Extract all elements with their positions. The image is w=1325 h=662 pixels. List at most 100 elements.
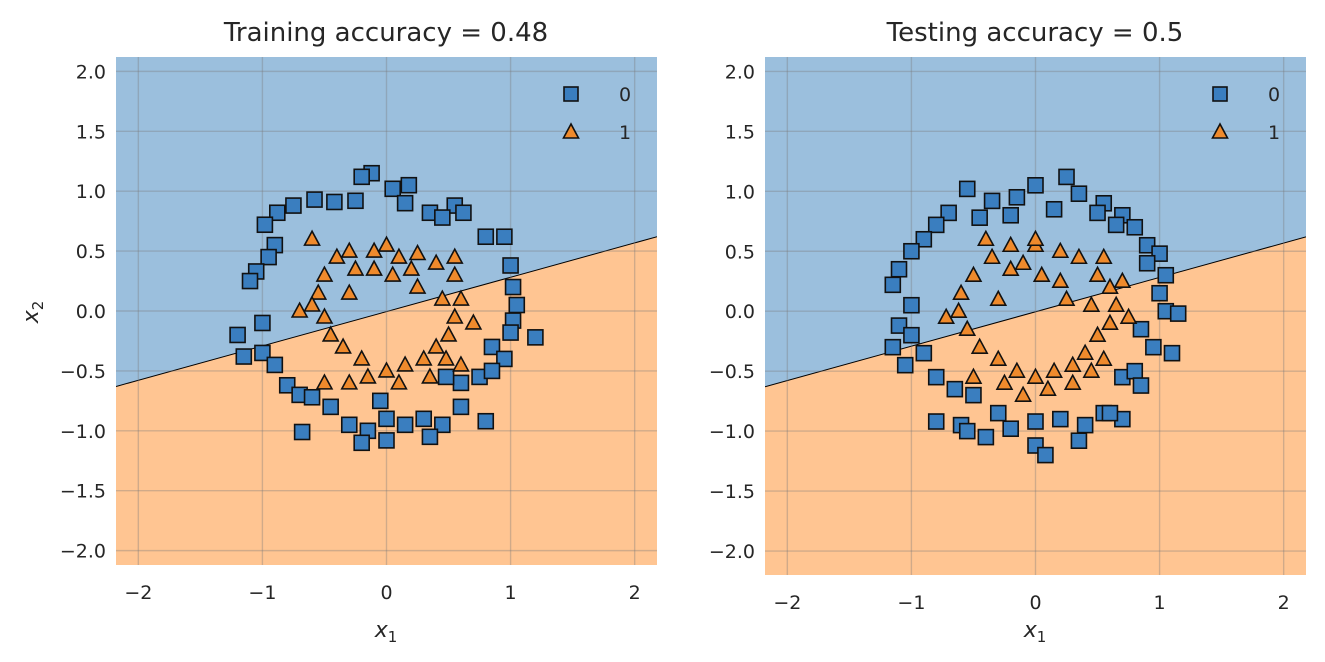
data-point-class-0 (1138, 236, 1156, 254)
data-point-class-0 (903, 326, 920, 344)
y-tick-label: 0.0 (76, 301, 106, 323)
data-point-class-0 (527, 329, 544, 346)
data-point-class-0 (415, 410, 433, 428)
y-tick-labels: 2.0 1.5 1.0 0.5 0.0 −0.5 −1.0 −1.5 −2.0 (60, 61, 106, 562)
data-point-class-1 (433, 289, 452, 306)
data-point-class-1 (445, 265, 464, 282)
data-points (884, 168, 1187, 464)
data-point-class-0 (303, 388, 321, 406)
data-point-class-0 (502, 257, 519, 274)
data-point-class-0 (1132, 320, 1150, 338)
data-point-class-1 (414, 349, 433, 366)
y-tick-label: 1.0 (76, 181, 106, 203)
data-point-class-1 (1101, 277, 1119, 295)
data-point-class-0 (256, 216, 274, 234)
data-point-class-1 (1063, 373, 1082, 390)
data-point-class-0 (1089, 204, 1106, 222)
data-point-class-1 (1014, 253, 1032, 271)
data-point-class-1 (365, 259, 383, 276)
data-point-class-0 (400, 176, 418, 194)
data-point-class-1 (995, 373, 1014, 390)
data-point-class-0 (927, 368, 945, 386)
data-point-class-0 (915, 344, 933, 362)
y-tick-label: 2.0 (725, 61, 755, 83)
data-point-class-1 (983, 247, 1001, 265)
x-tick-label: 0 (1029, 592, 1041, 614)
data-point-class-0 (1132, 377, 1150, 394)
data-point-class-0 (396, 416, 414, 434)
data-point-class-0 (1163, 344, 1181, 362)
x-tick-label: −2 (773, 592, 801, 614)
data-point-class-1 (421, 367, 439, 384)
data-point-class-0 (1052, 410, 1069, 428)
testing-plot: −2 −1 0 1 2 2.01.51.00.50.0−0.5−1.0−1.5−2.0 … (709, 18, 1306, 646)
data-point-class-1 (1094, 247, 1113, 265)
y-tick-label: 1.0 (725, 181, 755, 203)
y-tick-label: −1.0 (60, 421, 106, 443)
data-point-class-0 (1138, 254, 1156, 272)
data-point-class-1 (1113, 271, 1132, 289)
data-point-class-0 (1070, 432, 1088, 450)
data-point-class-0 (958, 180, 976, 198)
data-point-class-0 (1070, 185, 1088, 202)
data-point-class-1 (390, 247, 408, 264)
data-point-class-1 (408, 243, 427, 261)
data-point-class-0 (452, 374, 470, 392)
legend-label: 1 (1268, 122, 1280, 144)
data-point-class-0 (504, 278, 522, 296)
data-point-class-1 (359, 367, 377, 384)
data-point-class-1 (977, 229, 995, 247)
data-point-class-1 (1082, 361, 1101, 378)
x-tick-labels: −2 −1 0 1 2 (124, 582, 640, 604)
data-point-class-0 (1027, 413, 1044, 430)
data-point-class-1 (464, 313, 483, 330)
data-point-class-0 (340, 416, 358, 434)
data-point-class-1 (958, 319, 977, 336)
y-tick-label: −1.5 (709, 481, 755, 503)
data-point-class-0 (1126, 218, 1144, 236)
data-point-class-0 (971, 209, 988, 226)
data-point-class-0 (306, 191, 323, 208)
data-point-class-1 (321, 325, 340, 342)
y-tick-labels: 2.0 1.5 1.0 0.5 0.0 −0.5 −1.0 −1.5 −2.0 (709, 61, 755, 563)
data-point-class-0 (958, 422, 976, 440)
x-tick-label: 1 (1154, 592, 1166, 614)
data-point-class-1 (377, 235, 396, 252)
data-point-class-0 (1027, 177, 1044, 194)
data-point-class-1 (427, 253, 445, 270)
data-point-class-0 (378, 432, 395, 449)
data-point-class-1 (1008, 361, 1026, 378)
data-point-class-1 (949, 301, 968, 319)
y-tick-label: 1.5 (725, 121, 755, 143)
data-point-class-1 (303, 229, 321, 246)
data-point-class-0 (884, 338, 902, 356)
data-point-class-0 (884, 276, 902, 294)
class-0-region (116, 57, 657, 387)
data-point-class-0 (1045, 200, 1063, 218)
data-point-class-0 (903, 296, 920, 314)
data-point-class-1 (315, 373, 334, 390)
legend-label: 0 (1268, 84, 1280, 106)
data-point-class-0 (1151, 245, 1168, 262)
data-point-class-0 (1151, 284, 1168, 302)
data-point-class-1 (1076, 343, 1094, 360)
x-tick-label: −1 (897, 592, 925, 614)
y-tick-label: 0.5 (725, 241, 755, 263)
data-point-class-0 (384, 180, 402, 198)
data-point-class-1 (952, 283, 970, 301)
data-point-class-0 (496, 228, 513, 246)
data-point-class-0 (977, 428, 995, 446)
data-point-class-1 (334, 337, 352, 354)
data-point-class-0 (1107, 216, 1125, 234)
data-point-class-1 (989, 289, 1008, 307)
data-point-class-1 (1001, 259, 1020, 277)
data-point-class-0 (378, 410, 395, 428)
data-point-class-1 (1107, 295, 1125, 313)
legend: 01 (1211, 84, 1280, 144)
data-point-class-1 (1045, 361, 1063, 378)
legend-marker-1 (562, 122, 580, 139)
x-axis-label: x1 (374, 618, 398, 646)
y-tick-label: −0.5 (60, 361, 106, 383)
data-point-class-0 (260, 248, 277, 266)
legend-label: 1 (619, 122, 631, 144)
